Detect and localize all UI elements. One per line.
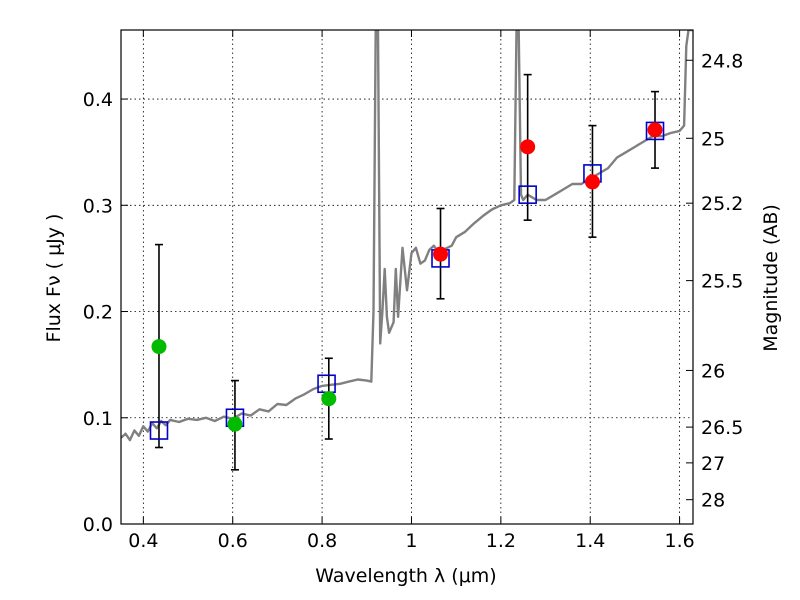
observed-point	[520, 139, 536, 155]
y2-tick-label: 26	[701, 360, 725, 382]
observed-point	[227, 416, 243, 432]
observed-point	[321, 391, 337, 407]
x-tick-label: 1.6	[664, 530, 694, 552]
data-markers	[149, 121, 665, 440]
observed-point	[584, 174, 600, 190]
y-tick-label: 0.4	[83, 89, 113, 111]
x-tick-label: 1.2	[486, 530, 516, 552]
model-spectrum-line	[121, 30, 693, 442]
observed-point	[151, 339, 167, 355]
x-tick-label: 1	[405, 530, 417, 552]
y-tick-label: 0.2	[83, 302, 113, 324]
y2-tick-label: 27	[701, 453, 725, 475]
observed-point	[647, 122, 663, 138]
x-axis-label: Wavelength λ (μm)	[315, 565, 496, 587]
spectrum-line	[121, 30, 693, 442]
x-tick-label: 0.8	[307, 530, 337, 552]
error-bars	[154, 73, 660, 471]
x-tick-label: 1.4	[575, 530, 605, 552]
y2-tick-label: 25	[701, 128, 725, 150]
y-tick-label: 0.1	[83, 408, 113, 430]
model-square-marker	[518, 185, 537, 204]
y2-tick-label: 26.5	[701, 417, 743, 439]
x-tick-label: 0.6	[218, 530, 248, 552]
y2-tick-label: 28	[701, 490, 725, 512]
x-tick-label: 0.4	[128, 530, 158, 552]
tick-labels: 0.4 0.6 0.8 1 1.2 1.4 1.6 0.0 0.1 0.2 0.3 0.4 24.8 25…	[83, 50, 744, 552]
y2-tick-label: 25.2	[701, 193, 743, 215]
grid	[121, 30, 693, 525]
observed-point	[433, 246, 449, 262]
y-tick-label: 0.0	[83, 514, 113, 536]
y2-tick-label: 24.8	[701, 50, 743, 72]
y2-tick-label: 25.5	[701, 271, 743, 293]
axis-ticks	[121, 30, 693, 525]
y-tick-label: 0.3	[83, 195, 113, 217]
plot-frame	[120, 29, 694, 525]
model-square-marker	[149, 421, 169, 440]
y2-axis-label: Magnitude (AB)	[760, 204, 782, 352]
y-axis-label: Flux Fν ( μJy )	[43, 214, 65, 343]
